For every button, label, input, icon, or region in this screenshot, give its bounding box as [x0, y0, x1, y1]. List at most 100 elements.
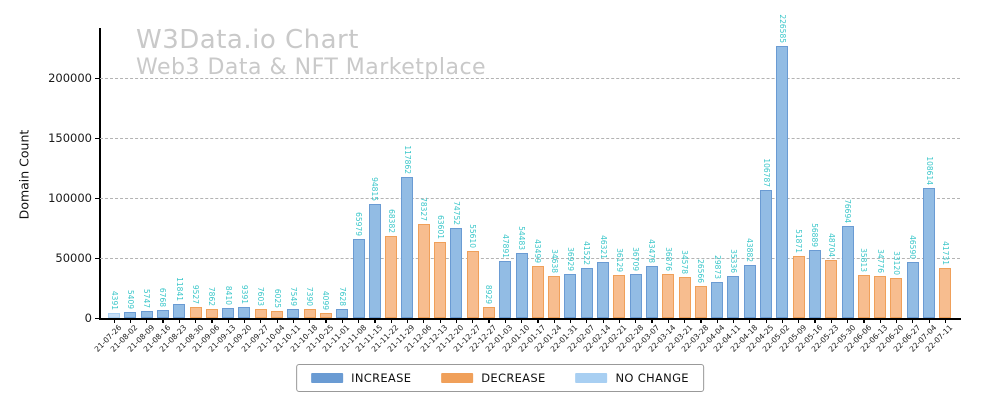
- x-tick-mark: [455, 319, 458, 323]
- legend-item-increase: INCREASE: [311, 371, 411, 385]
- bar-decrease: [303, 309, 316, 318]
- bar-value-label: 43499: [533, 238, 543, 263]
- bar-decrease: [857, 275, 870, 318]
- bar-value-label: 36929: [565, 246, 575, 271]
- bar-decrease: [417, 224, 430, 318]
- x-tick-mark: [129, 319, 132, 323]
- bar-no_change: [108, 312, 120, 318]
- x-tick-mark: [504, 319, 506, 323]
- bar-decrease: [678, 276, 691, 318]
- bar-value-label: 7390: [305, 287, 315, 307]
- x-tick-mark: [879, 319, 881, 323]
- x-tick-mark: [765, 319, 767, 323]
- x-tick-mark: [211, 319, 213, 323]
- x-tick-mark: [472, 319, 474, 323]
- bar-increase: [450, 228, 463, 318]
- bar-increase: [499, 260, 512, 318]
- bar-value-label: 68382: [386, 209, 396, 233]
- bar-decrease: [205, 308, 218, 318]
- x-tick-mark: [178, 319, 180, 323]
- bar-increase: [238, 306, 251, 318]
- x-tick-mark: [830, 319, 832, 323]
- bar-value-label: 34578: [680, 249, 689, 274]
- bar-increase: [222, 307, 235, 318]
- x-tick-mark: [651, 319, 653, 323]
- y-axis-spine: [99, 28, 101, 319]
- bar-increase: [352, 238, 365, 318]
- bar-increase: [760, 189, 772, 318]
- x-tick-mark: [553, 319, 555, 323]
- chart-subtitle-watermark: Web3 Data & NFT Marketplace: [136, 55, 487, 80]
- bar-increase: [156, 309, 169, 318]
- bar-value-label: 33120: [891, 251, 901, 276]
- bar-value-label: 8410: [223, 285, 233, 305]
- gridline: [100, 198, 960, 199]
- gridline: [100, 78, 960, 79]
- x-tick-mark: [700, 319, 702, 323]
- bar-value-label: 6025: [272, 288, 282, 308]
- bar-value-label: 54483: [517, 225, 526, 250]
- bar-increase: [597, 262, 609, 318]
- x-tick-mark: [146, 319, 148, 323]
- bar-increase: [124, 311, 137, 318]
- bar-value-label: 51871: [794, 228, 804, 253]
- bar-increase: [743, 265, 756, 318]
- bar-value-label: 74752: [451, 201, 461, 226]
- bar-value-label: 46590: [908, 235, 918, 260]
- bar-value-label: 5747: [142, 289, 152, 309]
- bar-decrease: [271, 310, 283, 318]
- bar-value-label: 43478: [647, 238, 657, 263]
- y-tick-mark: [95, 197, 100, 199]
- bar-value-label: 63601: [435, 214, 445, 239]
- bar-decrease: [874, 276, 887, 318]
- bar-increase: [173, 303, 186, 318]
- bar-value-label: 6768: [158, 287, 168, 307]
- bar-value-label: 4099: [321, 290, 331, 311]
- x-tick-mark: [586, 319, 588, 323]
- legend-label-increase: INCREASE: [351, 371, 412, 385]
- y-tick-mark: [95, 257, 100, 259]
- x-tick-mark: [732, 319, 735, 323]
- x-tick-mark: [814, 319, 816, 323]
- legend-item-decrease: DECREASE: [441, 371, 545, 385]
- bar-increase: [776, 46, 789, 318]
- bar-increase: [140, 311, 153, 318]
- bar-decrease: [434, 241, 446, 318]
- bar-decrease: [254, 308, 267, 318]
- bar-increase: [711, 282, 724, 318]
- bar-value-label: 34638: [549, 249, 559, 274]
- bar-value-label: 36709: [631, 247, 641, 271]
- x-tick-mark: [341, 319, 343, 323]
- bar-increase: [645, 265, 658, 318]
- x-tick-mark: [895, 319, 898, 323]
- gridline: [100, 258, 960, 259]
- bar-value-label: 35813: [859, 248, 869, 273]
- bar-value-label: 7628: [337, 286, 347, 306]
- bar-value-label: 4391: [109, 290, 119, 310]
- bar-value-label: 8929: [484, 285, 494, 305]
- x-tick-mark: [439, 319, 441, 323]
- legend: INCREASE DECREASE NO CHANGE: [296, 364, 704, 392]
- y-tick-label: 0: [84, 311, 92, 325]
- bar-increase: [401, 176, 414, 318]
- bar-value-label: 55610: [468, 224, 478, 249]
- bar-value-label: 65979: [354, 211, 363, 236]
- x-tick-mark: [243, 319, 246, 323]
- x-tick-mark: [358, 319, 360, 323]
- bar-increase: [727, 275, 740, 318]
- x-tick-mark: [537, 319, 539, 323]
- x-tick-mark: [227, 319, 229, 323]
- x-tick-mark: [635, 319, 637, 323]
- bar-value-label: 94815: [370, 177, 380, 202]
- x-tick-mark: [260, 319, 262, 323]
- x-tick-mark: [602, 319, 604, 323]
- bar-value-label: 7549: [288, 286, 298, 306]
- bar-value-label: 35336: [728, 248, 738, 273]
- bar-value-label: 9391: [239, 284, 249, 304]
- legend-label-no-change: NO CHANGE: [615, 371, 689, 385]
- x-tick-mark: [423, 319, 425, 323]
- x-tick-mark: [309, 319, 311, 323]
- bar-increase: [923, 187, 935, 318]
- bar-value-label: 46321: [598, 235, 608, 260]
